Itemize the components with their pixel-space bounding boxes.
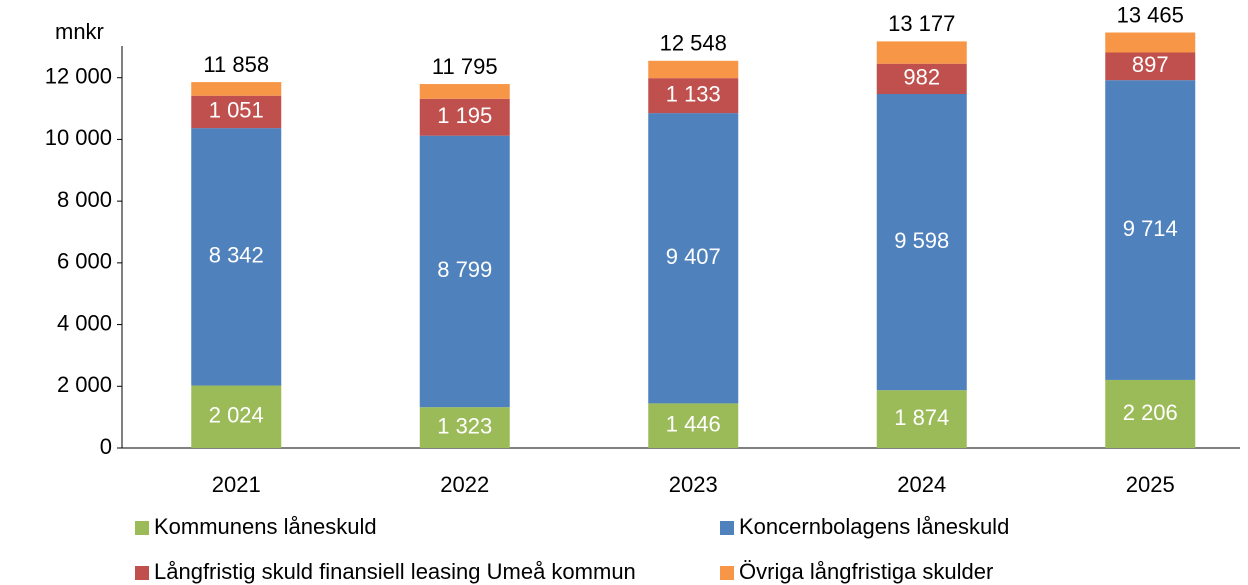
legend-label: Koncernbolagens låneskuld (739, 514, 1009, 539)
bar-label: 9 407 (666, 244, 721, 269)
bar-label: 8 799 (437, 257, 492, 282)
bar-segment (191, 95, 282, 129)
bar-label: 8 342 (209, 243, 264, 268)
y-tick-label: 0 (100, 434, 112, 459)
total-label: 11 858 (203, 52, 269, 77)
legend-label: Långfristig skuld finansiell leasing Ume… (154, 559, 636, 584)
bar-label: 1 874 (894, 405, 949, 430)
bar-segment (876, 94, 967, 391)
x-tick-label: 2025 (1126, 472, 1175, 497)
total-label: 11 795 (432, 54, 498, 79)
legend-swatch (135, 521, 149, 535)
legend-swatch (720, 521, 734, 535)
x-tick-label: 2022 (440, 472, 489, 497)
bar-segment (648, 78, 739, 114)
bar-segment (648, 113, 739, 404)
legend-label: Övriga långfristiga skulder (739, 559, 993, 584)
bar-segment (648, 403, 739, 448)
bar-segment (1105, 80, 1196, 380)
legend-swatch (135, 566, 149, 580)
bar-label: 2 206 (1123, 400, 1178, 425)
bar-label: 9 714 (1123, 216, 1178, 241)
total-label: 13 465 (1117, 2, 1184, 27)
legend-swatch (720, 566, 734, 580)
bar-segment (648, 60, 739, 79)
bar-label: 1 195 (437, 103, 492, 128)
bar-segment (191, 385, 282, 448)
bar-segment (1105, 379, 1196, 448)
y-tick-label: 6 000 (57, 249, 112, 274)
y-axis-label: mnkr (55, 19, 104, 44)
y-tick-label: 10 000 (45, 125, 112, 150)
bar-segment (419, 407, 510, 448)
bar-segment (876, 390, 967, 448)
bar-segment (419, 98, 510, 136)
bar-segment (876, 41, 967, 64)
bar-segment (1105, 32, 1196, 53)
bar-label: 1 051 (209, 98, 264, 123)
bar-segment (419, 84, 510, 99)
x-tick-label: 2021 (212, 472, 261, 497)
y-tick-label: 8 000 (57, 187, 112, 212)
y-tick-label: 4 000 (57, 310, 112, 335)
bar-label: 1 323 (437, 413, 492, 438)
x-tick-label: 2024 (897, 472, 946, 497)
y-tick-label: 12 000 (45, 64, 112, 89)
legend-label: Kommunens låneskuld (154, 514, 377, 539)
bar-label: 1 446 (666, 412, 721, 437)
bar-label: 1 133 (666, 81, 721, 106)
bar-segment (1105, 52, 1196, 81)
y-tick-label: 2 000 (57, 372, 112, 397)
total-label: 13 177 (888, 11, 955, 36)
total-label: 12 548 (660, 31, 727, 56)
bar-segment (876, 63, 967, 95)
bar-label: 897 (1132, 52, 1169, 77)
bar-label: 982 (903, 65, 940, 90)
bar-label: 2 024 (209, 403, 264, 428)
bar-segment (191, 82, 282, 96)
bar-segment (419, 135, 510, 408)
bar-segment (191, 128, 282, 386)
bar-label: 9 598 (894, 228, 949, 253)
x-tick-label: 2023 (669, 472, 718, 497)
